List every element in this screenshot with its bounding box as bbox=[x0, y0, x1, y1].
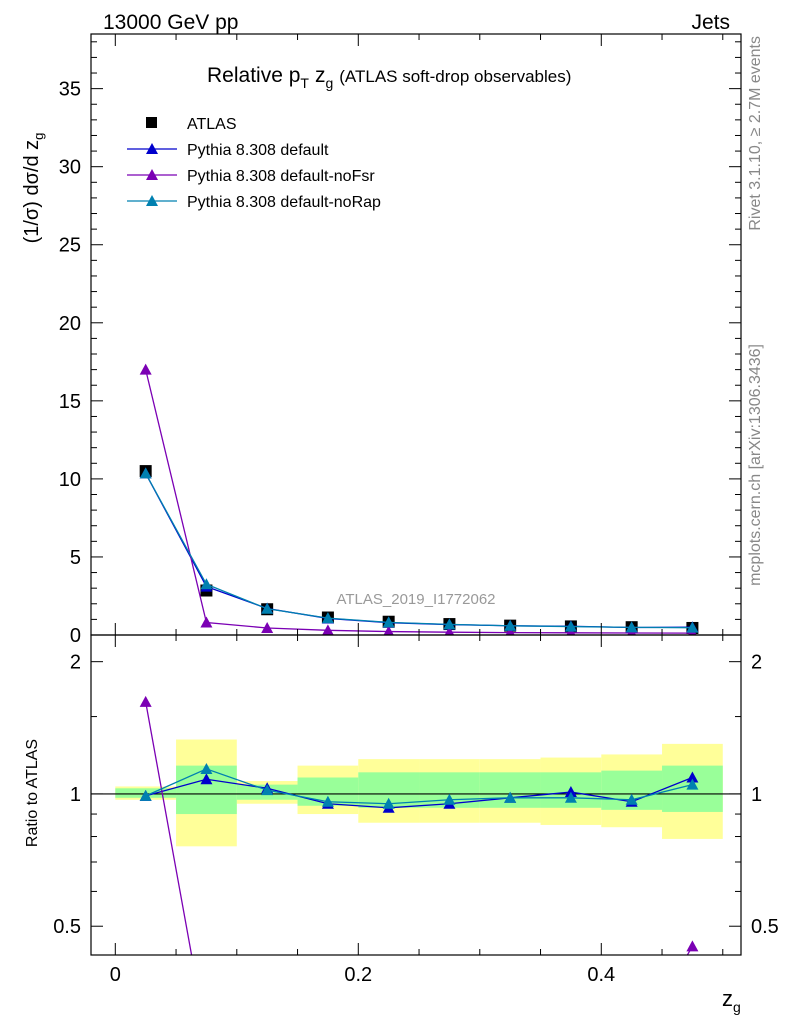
main-panel: 0 5 10 15 20 25 30 35 bbox=[59, 33, 742, 647]
ratio-point-pythia-8-308-default-norap bbox=[443, 793, 456, 805]
analysis-watermark: ATLAS_2019_I1772062 bbox=[336, 591, 495, 608]
x-tick-label: 0.4 bbox=[587, 964, 615, 986]
ratio-line-pythia-8-308-default bbox=[145, 776, 693, 809]
ratio-point-pythia-8-308-default bbox=[200, 773, 213, 785]
data-point-pythia-8-308-default-norap bbox=[261, 602, 274, 614]
data-point-pythia-8-308-default-norap bbox=[200, 578, 213, 590]
ratio-point-pythia-8-308-default-nofsr bbox=[686, 940, 699, 952]
data-point-pythia-8-308-default-norap bbox=[443, 618, 456, 630]
header-right-label: Jets bbox=[691, 11, 730, 34]
legend-label-norap: Pythia 8.308 default-noRap bbox=[187, 194, 381, 211]
legend-label-default: Pythia 8.308 default bbox=[187, 142, 329, 159]
ratio-line-pythia-8-308-default-norap bbox=[145, 768, 693, 805]
legend-label-nofsr: Pythia 8.308 default-noFsr bbox=[187, 168, 375, 185]
data-point-pythia-8-308-default-nofsr bbox=[383, 625, 394, 635]
data-point-pythia-8-308-default-nofsr bbox=[200, 616, 213, 628]
ratio-panel: 0.5 0.5 1 1 2 2 0 0.2 0.4 bbox=[53, 634, 779, 986]
y-tick-label-ratio-right: 0.5 bbox=[751, 916, 779, 938]
ratio-frame bbox=[90, 634, 742, 956]
data-point-pythia-8-308-default-norap bbox=[625, 621, 638, 633]
ratio-point-pythia-8-308-default-norap bbox=[564, 791, 577, 803]
mcplots-label: mcplots.cern.ch [arXiv:1306.3436] bbox=[747, 344, 764, 586]
data-point-pythia-8-308-default-norap bbox=[382, 616, 395, 628]
ratio-point-pythia-8-308-default-norap bbox=[200, 762, 213, 774]
data-point-pythia-8-308-default-norap bbox=[321, 612, 334, 624]
y-tick-label-ratio-right: 2 bbox=[751, 652, 762, 674]
ratio-series-group bbox=[91, 695, 741, 955]
ratio-point-pythia-8-308-default bbox=[564, 786, 577, 798]
ratio-point-pythia-8-308-default bbox=[686, 771, 699, 783]
data-point-pythia-8-308-default-norap bbox=[564, 620, 577, 632]
legend-marker-nofsr bbox=[146, 169, 158, 180]
y-tick-label-main: 30 bbox=[59, 157, 81, 179]
ratio-xlabel: zg bbox=[722, 986, 741, 1015]
legend-marker-norap bbox=[146, 195, 158, 206]
data-point-pythia-8-308-default-norap bbox=[686, 621, 699, 633]
y-tick-label-main: 35 bbox=[59, 79, 81, 101]
ratio-point-pythia-8-308-default-norap bbox=[139, 789, 152, 801]
ratio-point-pythia-8-308-default-norap bbox=[382, 797, 395, 809]
ratio-point-pythia-8-308-default-norap bbox=[321, 795, 334, 807]
legend-label-atlas: ATLAS bbox=[187, 116, 237, 133]
data-point-pythia-8-308-default-nofsr bbox=[139, 363, 152, 375]
y-tick-label-main: 20 bbox=[59, 313, 81, 335]
rivet-version-label: Rivet 3.1.10, ≥ 2.7M events bbox=[747, 36, 764, 231]
legend: ATLAS Pythia 8.308 default Pythia 8.308 … bbox=[127, 116, 381, 211]
y-tick-label-main: 0 bbox=[70, 625, 81, 647]
x-tick-label: 0.2 bbox=[344, 964, 372, 986]
data-point-pythia-8-308-default-norap bbox=[139, 467, 152, 479]
main-ylabel: (1/σ) dσ/d zg bbox=[21, 133, 46, 244]
ratio-point-pythia-8-308-default-nofsr bbox=[139, 695, 152, 707]
ratio-point-pythia-8-308-default-norap bbox=[625, 793, 638, 805]
ratio-point-pythia-8-308-default-norap bbox=[261, 784, 274, 796]
data-point-pythia-8-308-default-nofsr bbox=[505, 626, 515, 635]
y-tick-label-main: 15 bbox=[59, 391, 81, 413]
header-left-label: 13000 GeV pp bbox=[103, 11, 238, 34]
data-point-pythia-8-308-default-nofsr bbox=[322, 624, 334, 635]
x-tick-label: 0 bbox=[110, 964, 121, 986]
y-tick-label-ratio: 1 bbox=[70, 784, 81, 806]
y-tick-label-ratio: 0.5 bbox=[53, 916, 81, 938]
main-series-group bbox=[139, 363, 699, 635]
legend-marker-atlas bbox=[146, 117, 157, 128]
ratio-point-pythia-8-308-default-norap bbox=[504, 791, 517, 803]
data-point-pythia-8-308-default-nofsr bbox=[261, 621, 274, 633]
data-point-pythia-8-308-default-norap bbox=[504, 619, 517, 631]
ratio-point-pythia-8-308-default-norap bbox=[686, 778, 699, 790]
ratio-ylabel: Ratio to ATLAS bbox=[24, 739, 41, 847]
y-tick-label-main: 25 bbox=[59, 235, 81, 257]
chart-title: Relative pT zg (ATLAS soft-drop observable… bbox=[207, 64, 571, 91]
y-tick-label-ratio-right: 1 bbox=[751, 784, 762, 806]
y-tick-label-main: 5 bbox=[70, 547, 81, 569]
legend-marker-default bbox=[146, 143, 158, 154]
y-tick-label-ratio: 2 bbox=[70, 652, 81, 674]
data-point-pythia-8-308-default-nofsr bbox=[444, 626, 455, 635]
y-tick-label-main: 10 bbox=[59, 469, 81, 491]
